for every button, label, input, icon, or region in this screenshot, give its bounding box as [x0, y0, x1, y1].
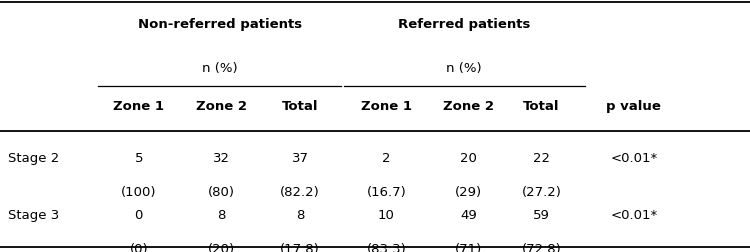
Text: <0.01*: <0.01* — [610, 208, 657, 221]
Text: 8: 8 — [217, 208, 226, 221]
Text: (82.2): (82.2) — [280, 185, 320, 198]
Text: 49: 49 — [460, 208, 477, 221]
Text: 2: 2 — [382, 151, 391, 164]
Text: (80): (80) — [208, 185, 235, 198]
Text: (17.8): (17.8) — [280, 242, 320, 252]
Text: p value: p value — [606, 100, 662, 112]
Text: Stage 2: Stage 2 — [8, 151, 59, 164]
Text: Total: Total — [282, 100, 318, 112]
Text: 37: 37 — [292, 151, 308, 164]
Text: Stage 3: Stage 3 — [8, 208, 59, 221]
Text: (83.3): (83.3) — [366, 242, 407, 252]
Text: 8: 8 — [296, 208, 304, 221]
Text: (72.8): (72.8) — [522, 242, 561, 252]
Text: Zone 2: Zone 2 — [443, 100, 494, 112]
Text: Zone 1: Zone 1 — [361, 100, 412, 112]
Text: (20): (20) — [208, 242, 235, 252]
Text: Non-referred patients: Non-referred patients — [138, 18, 302, 30]
Text: 0: 0 — [134, 208, 143, 221]
Text: 20: 20 — [460, 151, 477, 164]
Text: (16.7): (16.7) — [366, 185, 407, 198]
Text: (27.2): (27.2) — [521, 185, 562, 198]
Text: 32: 32 — [213, 151, 230, 164]
Text: n (%): n (%) — [446, 62, 482, 75]
Text: 59: 59 — [533, 208, 550, 221]
Text: (29): (29) — [455, 185, 482, 198]
Text: (0): (0) — [130, 242, 148, 252]
Text: 22: 22 — [533, 151, 550, 164]
Text: n (%): n (%) — [202, 62, 238, 75]
Text: Zone 2: Zone 2 — [196, 100, 247, 112]
Text: 5: 5 — [134, 151, 143, 164]
Text: Zone 1: Zone 1 — [113, 100, 164, 112]
Text: (71): (71) — [455, 242, 482, 252]
Text: Total: Total — [524, 100, 560, 112]
Text: (100): (100) — [121, 185, 157, 198]
Text: 10: 10 — [378, 208, 394, 221]
Text: Referred patients: Referred patients — [398, 18, 530, 30]
Text: <0.01*: <0.01* — [610, 151, 657, 164]
